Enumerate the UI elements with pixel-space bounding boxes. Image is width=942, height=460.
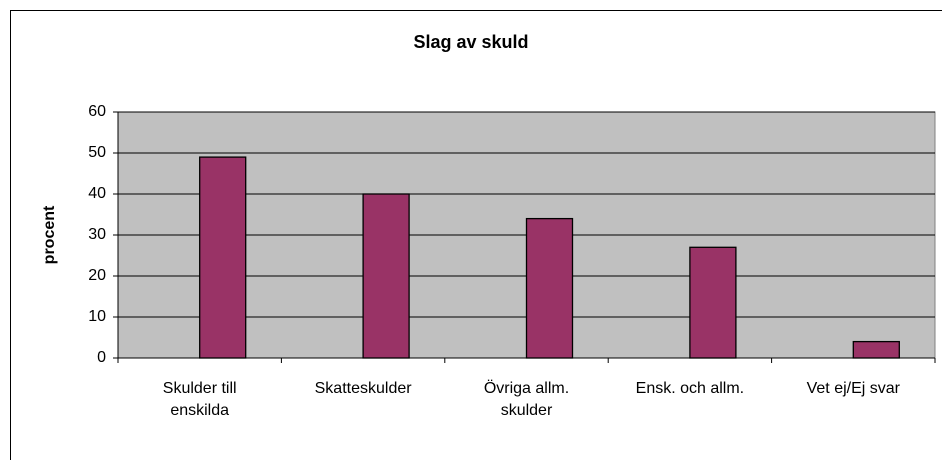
y-tick-label: 10 [88,308,106,325]
y-axis-label: procent [41,205,58,264]
y-tick-label: 30 [88,226,106,243]
chart-title: Slag av skuld [413,32,528,52]
x-tick-label: Skulder till enskilda [162,380,237,419]
x-tick-label: Ensk. och allm. [635,380,745,397]
bar [852,340,900,359]
bar [362,193,410,359]
x-tick-label: Vet ej/Ej svar [806,380,900,397]
bar [525,217,574,359]
x-tick-label: Övriga allm. skulder [483,380,570,419]
y-tick-label: 50 [88,144,106,161]
y-tick-label: 40 [88,185,106,202]
bar [689,246,737,359]
y-tick-label: 20 [88,267,106,284]
x-tick-label: Skatteskulder [314,380,412,397]
bar [199,156,247,359]
y-tick-label: 0 [97,349,106,366]
y-tick-label: 60 [88,103,106,120]
